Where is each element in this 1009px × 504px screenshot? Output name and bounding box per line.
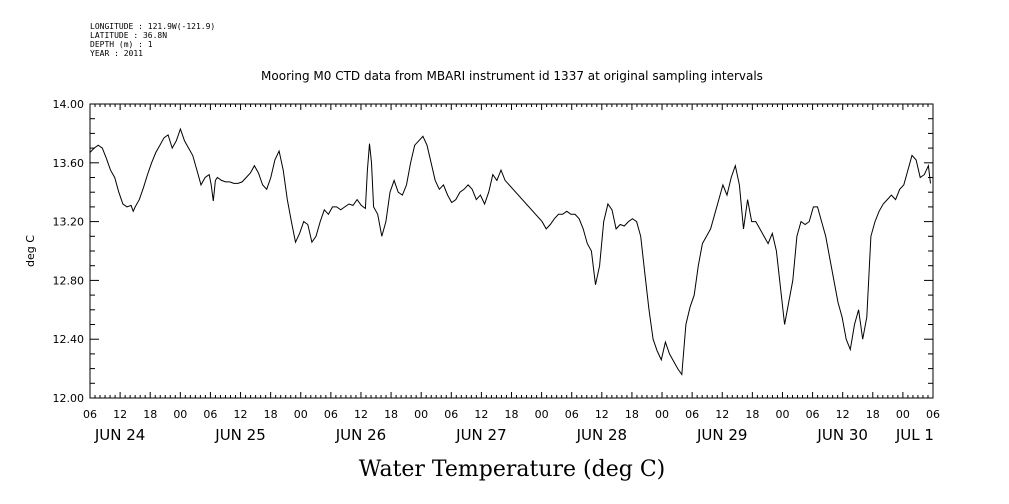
x-tick-label: 00 [173,408,187,421]
x-tick-label: 06 [565,408,579,421]
day-label: JUN 30 [816,426,867,444]
x-tick-label: 18 [143,408,157,421]
y-tick-label: 13.60 [53,157,85,170]
x-tick-label: 18 [745,408,759,421]
x-tick-label: 00 [294,408,308,421]
plot-frame [89,103,934,399]
temperature-series-line [89,127,931,376]
day-label: JUN 27 [455,426,506,444]
x-tick-label: 12 [836,408,850,421]
y-axis-label: deg C [24,235,37,267]
day-label: JUN 29 [696,426,747,444]
y-tick-label: 13.20 [53,216,85,229]
x-tick-label: 06 [926,408,940,421]
x-tick-label: 00 [896,408,910,421]
x-tick-label: 06 [83,408,97,421]
x-tick-label: 12 [113,408,127,421]
x-tick-label: 00 [775,408,789,421]
day-label: JUN 28 [576,426,627,444]
x-axis-label: Water Temperature (deg C) [359,457,666,482]
x-tick-label: 00 [414,408,428,421]
x-tick-label: 06 [806,408,820,421]
x-tick-label: 12 [715,408,729,421]
x-tick-label: 18 [505,408,519,421]
meta-longitude: LONGITUDE : 121.9W(-121.9) [90,22,216,31]
day-label: JUN 26 [335,426,386,444]
x-tick-label: 06 [203,408,217,421]
meta-depth: DEPTH (m) : 1 [90,40,153,49]
day-labels: JUN 24 JUN 25 JUN 26 JUN 27 JUN 28 JUN 29 JUN … [94,426,934,444]
x-tick-label: 12 [234,408,248,421]
x-tick-label: 12 [354,408,368,421]
meta-year: YEAR : 2011 [90,49,143,58]
day-label: JUN 24 [94,426,145,444]
axis-ticks [89,103,934,399]
x-tick-label: 06 [685,408,699,421]
x-tick-label: 00 [655,408,669,421]
y-tick-label: 14.00 [53,98,85,111]
x-tick-label: 00 [535,408,549,421]
x-tick-label: 18 [625,408,639,421]
x-tick-label: 18 [866,408,880,421]
y-tick-label: 12.80 [53,274,85,287]
x-tick-label: 06 [324,408,338,421]
x-tick-label: 18 [264,408,278,421]
y-tick-labels: 12.00 12.40 12.80 13.20 13.60 14.00 [53,98,85,405]
x-tick-label: 12 [595,408,609,421]
x-tick-labels: 06 12 18 00 06 12 18 00 06 12 18 00 06 12 18 00 06 12 18 00… [83,408,940,421]
metadata-block: LONGITUDE : 121.9W(-121.9) LATITUDE : 36… [90,22,215,58]
x-tick-label: 18 [384,408,398,421]
y-tick-label: 12.40 [53,333,85,346]
x-tick-label: 12 [474,408,488,421]
x-tick-label: 06 [444,408,458,421]
y-tick-label: 12.00 [53,392,85,405]
meta-latitude: LATITUDE : 36.8N [90,31,168,40]
day-label: JUL 1 [895,426,934,444]
day-label: JUN 25 [214,426,265,444]
chart-title: Mooring M0 CTD data from MBARI instrumen… [261,69,763,83]
